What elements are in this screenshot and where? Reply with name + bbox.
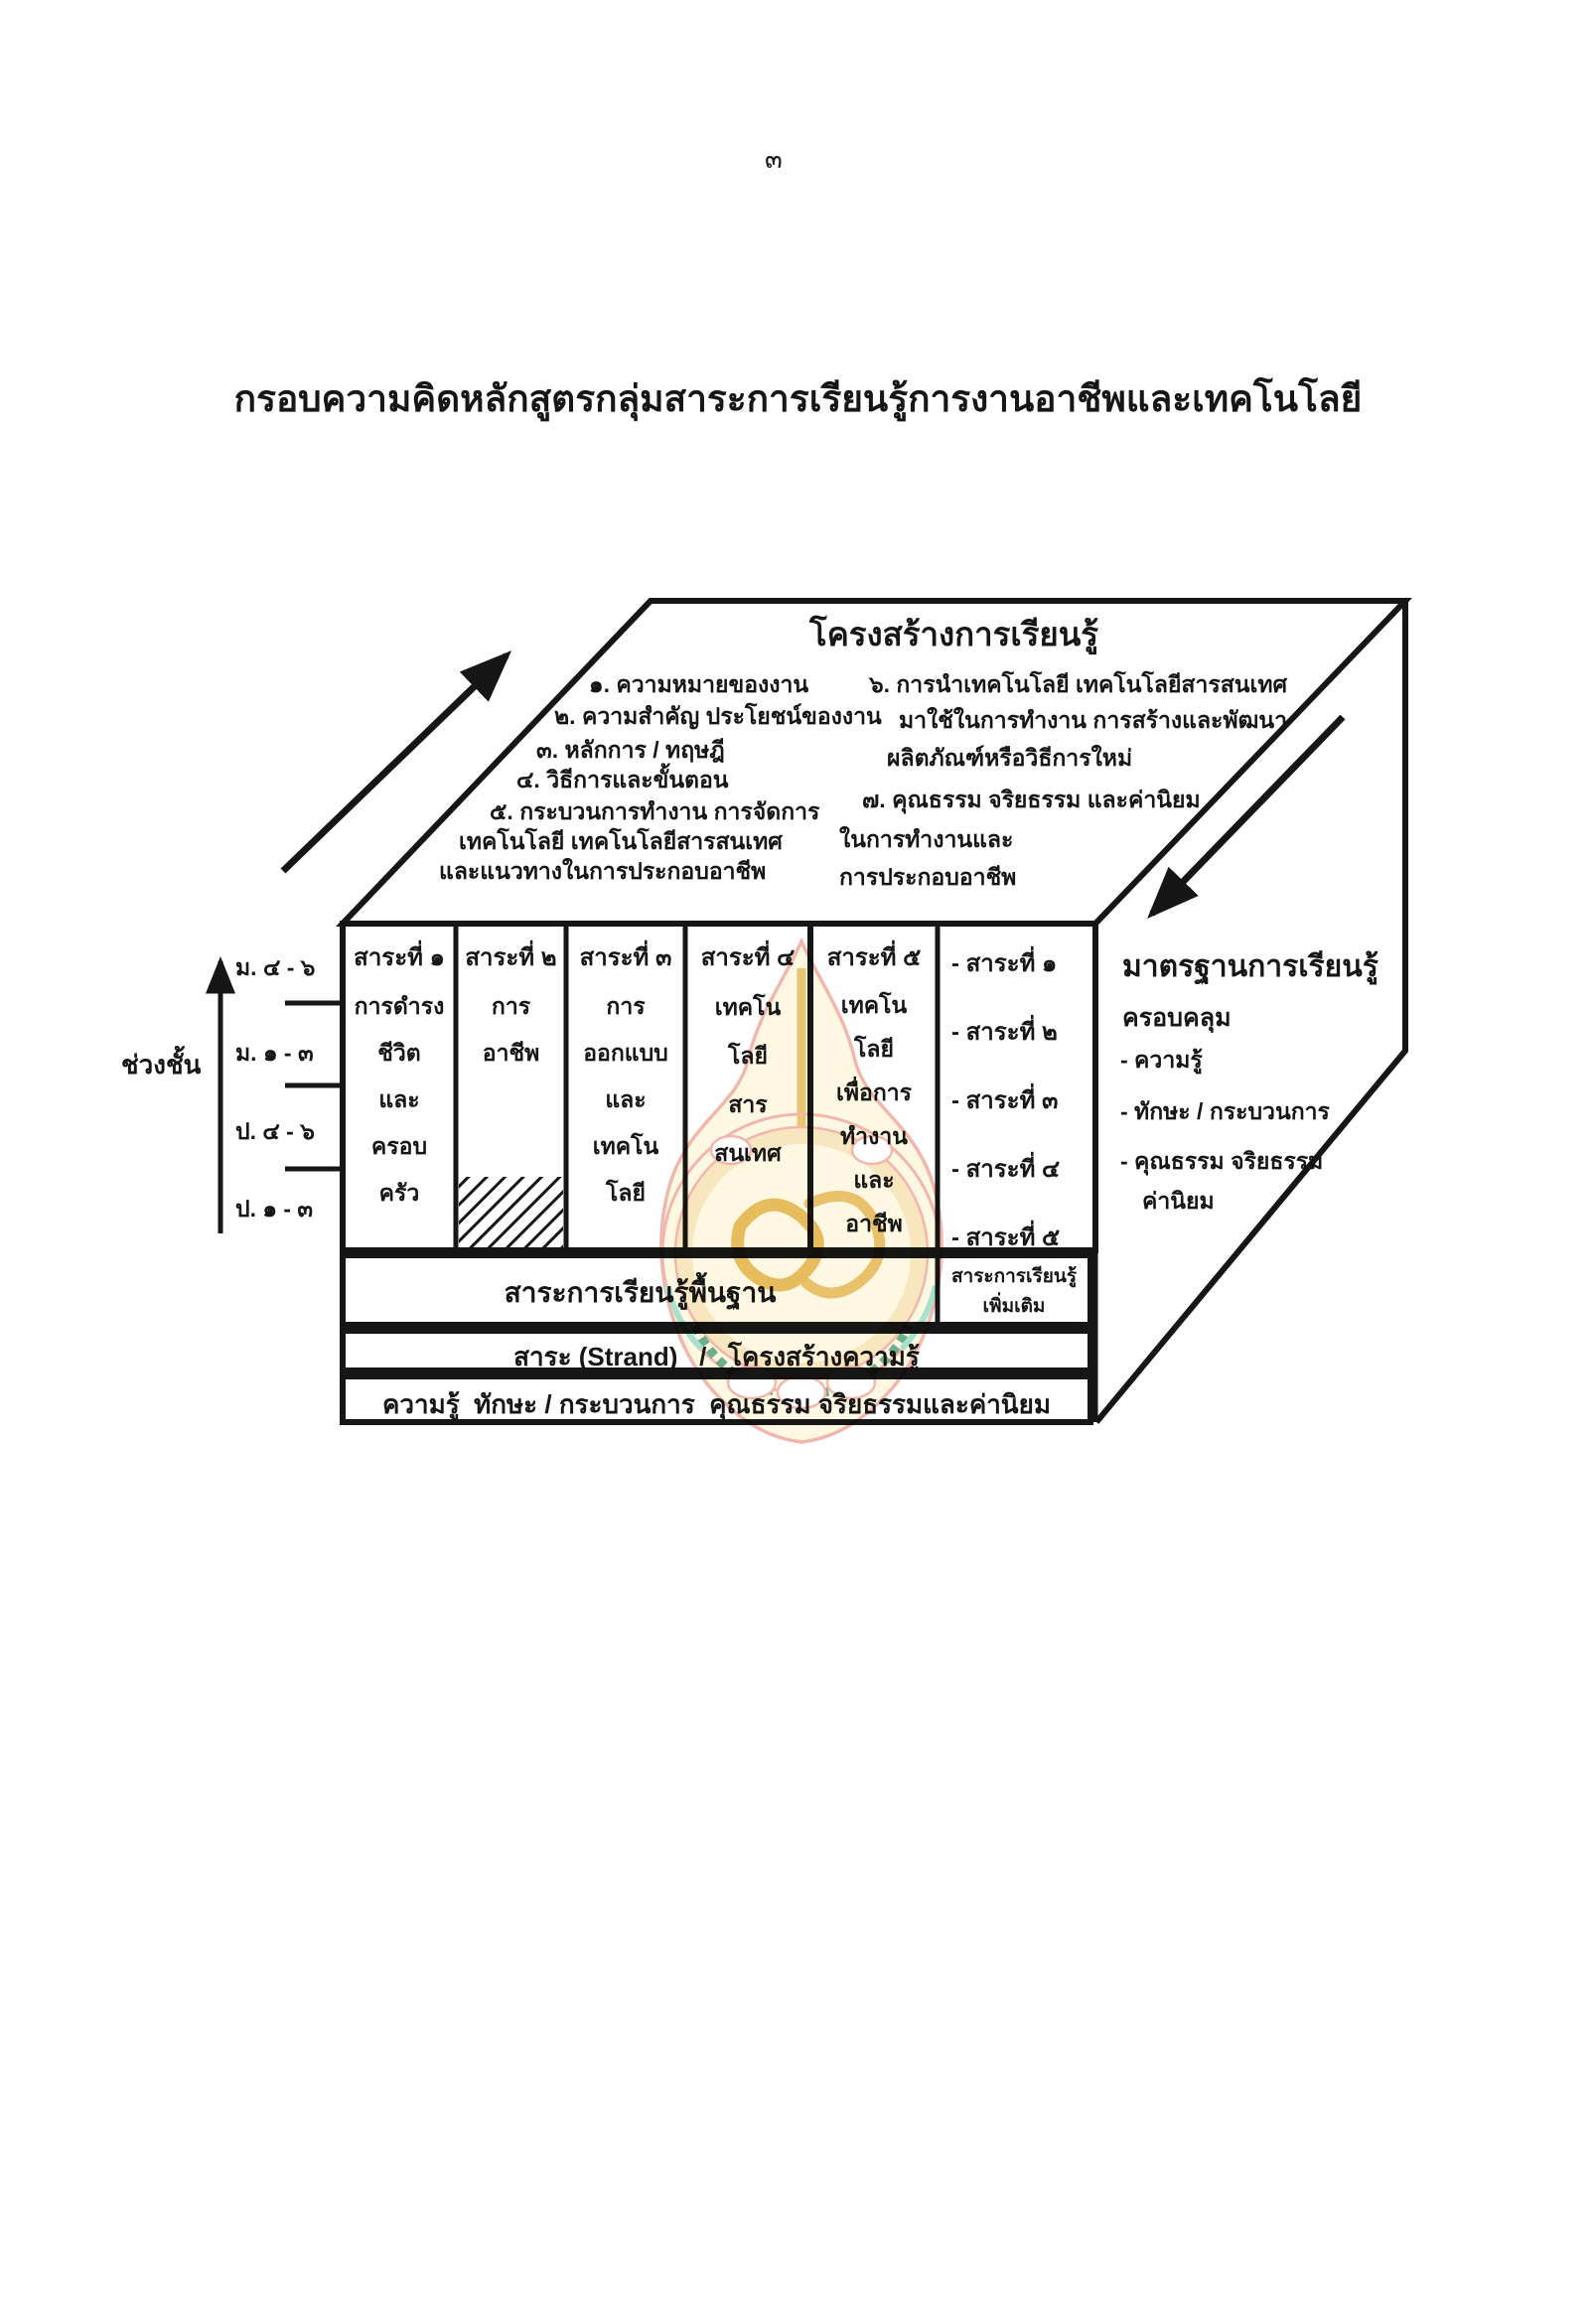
strand-column-3: สาระที่ ๓ การ ออกแบบ และ เทคโน โลยี [568,926,683,1217]
standards-item: - สาระที่ ๔ [951,1156,1061,1183]
strand-column-line: เพื่อการ [835,1080,913,1105]
page-title: กรอบความคิดหลักสูตรกลุ่มสาระการเรียนรู้ก… [233,378,1363,419]
strand-column-line: การ [606,993,646,1019]
top-face-item: ๗. คุณธรรม จริยธรรม และค่านิยม [862,787,1201,812]
strand-column-header: สาระที่ ๑ [354,944,445,971]
top-face-item: ในการทำงานและ [839,826,1014,852]
top-face-heading: โครงสร้างการเรียนรู้ [809,616,1099,652]
top-face-item: ผลิตภัณฑ์หรือวิธีการใหม่ [887,745,1133,771]
strand-column-line: ทำงาน [840,1123,908,1149]
grade-level: ม. ๔ - ๖ [235,954,316,980]
strand-column-header: สาระที่ ๔ [700,944,796,971]
top-face-item: และแนวทางในการประกอบอาชีพ [439,858,767,884]
page-number: ๓ [765,144,783,174]
strand-column-header: สาระที่ ๒ [465,944,557,971]
right-face-subheading: ครอบคลุม [1122,1004,1232,1032]
right-face-heading: มาตรฐานการเรียนรู้ [1122,950,1378,983]
strand-column-line: ครอบ [370,1133,428,1159]
strand-column-line: ชีวิต [377,1040,421,1066]
strand-column-line: อาชีพ [845,1211,903,1236]
top-face-item: เทคโนโลยี เทคโนโลยีสารสนเทศ [459,828,783,854]
strand-column-line: ออกแบบ [583,1040,668,1066]
strand-column-line: โลยี [606,1180,646,1206]
strand-column-line: และ [378,1086,420,1112]
knowledge-row-label: ความรู้ ทักษะ / กระบวนการ คุณธรรม จริยธร… [382,1389,1051,1419]
right-face-bullet: - ความรู้ [1120,1047,1203,1073]
top-face-item: ๖. การนำเทคโนโลยี เทคโนโลยีสารสนเทศ [869,671,1288,697]
top-face-item: ๕. กระบวนการทำงาน การจัดการ [490,798,820,824]
right-face-bullet: - คุณธรรม จริยธรรม [1120,1148,1324,1174]
grade-axis-label: ช่วงชั้น [121,1050,202,1080]
right-face-bullet: ค่านิยม [1142,1188,1215,1214]
strand-column-header: สาระที่ ๓ [579,944,672,971]
standards-item: - สาระที่ ๒ [951,1019,1058,1046]
standards-item: - สาระที่ ๑ [951,950,1058,977]
strand-column-line: เทคโน [714,994,782,1020]
strand-column-line: สนเทศ [714,1140,782,1166]
top-face-item: มาใช้ในการทำงาน การสร้างและพัฒนา [899,707,1287,733]
grade-level: ม. ๑ - ๓ [235,1040,314,1066]
top-face-item: ๔. วิธีการและขั้นตอน [516,767,729,792]
strand-column-line: ครัว [378,1180,420,1206]
grade-level: ป. ๑ - ๓ [235,1196,314,1222]
top-face-item: การประกอบอาชีพ [839,864,1017,890]
grade-level: ป. ๔ - ๖ [235,1118,315,1144]
additional-row-label-line1: สาระการเรียนรู้ [950,1266,1078,1287]
box-right-face-edge [1093,601,1408,1424]
right-face-bullet: - ทักษะ / กระบวนการ [1120,1098,1330,1124]
strand-column-line: สาร [728,1091,768,1117]
strand-column-line: เทคโน [840,992,908,1018]
additional-row-label-line2: เพิ่มเติม [982,1296,1046,1317]
strand-column-4: สาระที่ ๔ เทคโน โลยี สาร สนเทศ [687,926,808,1178]
foundation-row-label: สาระการเรียนรู้พื้นฐาน [504,1277,777,1308]
up-right-arrow-icon [280,650,512,874]
hatched-cell [459,1177,563,1247]
strand-column-header: สาระที่ ๕ [826,944,922,971]
strand-column-line: โลยี [728,1043,768,1069]
standards-item: - สาระที่ ๕ [951,1224,1061,1251]
strand-column-1: สาระที่ ๑ การดำรง ชีวิต และ ครอบ ครัว [346,926,453,1217]
strand-column-line: และ [853,1167,895,1193]
strand-column-line: และ [605,1086,647,1112]
strand-column-line: การดำรง [354,993,445,1019]
standards-item: - สาระที่ ๓ [951,1087,1059,1114]
strand-column-5: สาระที่ ๕ เทคโน โลยี เพื่อการ ทำงาน และ … [812,926,936,1245]
standards-list-column: - สาระที่ ๑ - สาระที่ ๒ - สาระที่ ๓ - สา… [940,930,1088,1272]
strand-column-line: อาชีพ [482,1040,540,1066]
strand-column-line: การ [491,993,531,1019]
strand-row-label: สาระ (Strand) / โครงสร้างความรู้ [513,1342,920,1371]
top-face-item: ๑. ความหมายของงาน [589,671,809,697]
top-face-item: ๓. หลักการ / ทฤษฎี [536,737,725,763]
strand-column-2: สาระที่ ๒ การ อาชีพ [458,926,564,1077]
strand-column-line: เทคโน [592,1133,659,1159]
down-left-arrow-icon [1147,714,1346,920]
top-face-item: ๒. ความสำคัญ ประโยชน์ของงาน [554,703,882,729]
strand-column-line: โลยี [854,1036,894,1062]
